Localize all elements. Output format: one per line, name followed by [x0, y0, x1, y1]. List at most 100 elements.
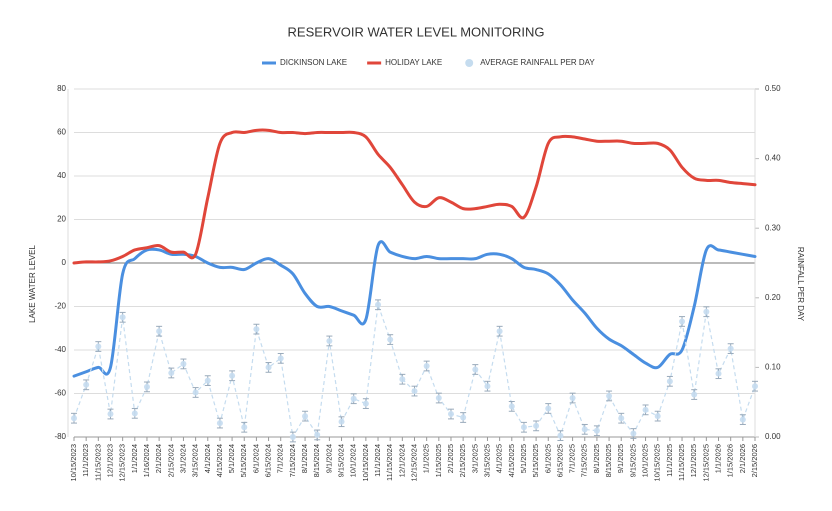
lake-line	[72, 240, 757, 378]
x-tick-label: 11/15/2023	[93, 444, 102, 481]
rainfall-point	[241, 424, 248, 431]
rainfall-point	[630, 430, 637, 437]
y2-tick-label: 0.50	[765, 84, 781, 93]
x-tick-label: 3/15/2025	[482, 444, 491, 477]
y-tick-label: -20	[54, 302, 66, 311]
x-tick-label: 4/1/2024	[203, 444, 212, 473]
chart-title: RESERVOIR WATER LEVEL MONITORING	[288, 24, 545, 39]
rainfall-point	[399, 376, 406, 383]
rainfall-point	[460, 414, 467, 421]
x-tick-label: 12/15/2025	[701, 444, 710, 482]
rainfall-point	[253, 326, 260, 333]
x-tick-label: 3/1/2024	[178, 444, 187, 473]
y-tick-label: -40	[54, 345, 66, 354]
rainfall-point	[545, 405, 552, 412]
x-tick-label: 1/1/2025	[422, 444, 431, 473]
rainfall-point	[642, 406, 649, 413]
legend-label: HOLIDAY LAKE	[385, 58, 442, 67]
rainfall-point	[727, 345, 734, 352]
x-tick-label: 8/1/2025	[592, 444, 601, 473]
rainfall-point	[375, 301, 382, 308]
y-tick-label: 40	[57, 171, 66, 180]
rainfall-point	[679, 318, 686, 325]
x-tick-label: 7/1/2025	[568, 444, 577, 473]
rainfall-point	[715, 370, 722, 377]
rainfall-line	[73, 304, 756, 439]
rainfall-point	[204, 377, 211, 384]
rainfall-point	[192, 389, 199, 396]
lake-line	[72, 128, 757, 265]
rainfall-point	[496, 328, 503, 335]
x-tick-label: 8/15/2025	[604, 444, 613, 477]
x-tick-label: 12/15/2024	[409, 444, 418, 482]
rainfall-point	[362, 400, 369, 407]
rainfall-point	[326, 337, 333, 344]
rainfall-point	[289, 434, 296, 440]
x-tick-label: 10/15/2024	[361, 444, 370, 482]
rainfall-point	[606, 392, 613, 399]
x-tick-label: 12/1/2025	[689, 444, 698, 477]
rainfall-point	[447, 411, 454, 418]
rainfall-point	[229, 372, 236, 379]
rainfall-point	[520, 424, 527, 431]
x-tick-label: 6/1/2024	[251, 444, 260, 473]
x-tick-label: 12/15/2023	[118, 444, 127, 482]
x-tick-label: 9/15/2024	[337, 444, 346, 477]
rainfall-point	[484, 383, 491, 390]
x-tick-label: 10/15/2023	[69, 444, 78, 482]
x-tick-label: 5/1/2025	[519, 444, 528, 473]
rainfall-point	[435, 395, 442, 402]
rainfall-point	[156, 328, 163, 335]
x-tick-label: 12/1/2023	[105, 444, 114, 477]
x-tick-label: 5/15/2025	[531, 444, 540, 477]
rainfall-point	[265, 364, 272, 371]
x-tick-label: 5/15/2024	[239, 444, 248, 477]
x-tick-label: 4/15/2024	[215, 444, 224, 477]
x-tick-label: 7/1/2024	[276, 444, 285, 473]
rainfall-point	[691, 391, 698, 398]
rainfall-point	[180, 360, 187, 367]
x-tick-label: 7/15/2025	[580, 444, 589, 477]
x-tick-label: 1/1/2024	[130, 444, 139, 473]
x-tick-label: 6/15/2025	[555, 444, 564, 477]
x-tick-label: 6/1/2025	[543, 444, 552, 473]
legend-swatch	[465, 59, 474, 67]
x-tick-label: 1/15/2026	[726, 444, 735, 477]
rainfall-point	[302, 413, 309, 420]
x-tick-label: 3/1/2025	[470, 444, 479, 473]
rainfall-point	[557, 432, 564, 439]
rainfall-point	[216, 420, 223, 427]
x-tick-label: 2/15/2024	[166, 444, 175, 477]
rainfall-point	[338, 418, 345, 425]
rainfall-point	[83, 381, 90, 388]
rainfall-point	[533, 422, 540, 429]
x-tick-label: 1/1/2026	[714, 444, 723, 473]
x-tick-label: 10/1/2024	[349, 444, 358, 477]
x-tick-label: 10/15/2025	[653, 444, 662, 482]
y-tick-label: 60	[57, 128, 66, 137]
rainfall-point	[423, 363, 430, 370]
rainfall-point	[666, 378, 673, 385]
y2-tick-label: 0.30	[765, 223, 781, 232]
y-tick-label: -80	[54, 432, 66, 441]
y2-tick-label: 0.20	[765, 293, 781, 302]
x-tick-label: 2/1/2025	[446, 444, 455, 473]
rainfall-point	[107, 411, 114, 418]
y2-tick-label: 0.10	[765, 363, 781, 372]
y-tick-label: 0	[62, 258, 67, 267]
x-tick-label: 10/1/2025	[641, 444, 650, 477]
x-tick-label: 4/15/2025	[507, 444, 516, 477]
rainfall-point	[618, 415, 625, 422]
x-tick-label: 12/1/2024	[397, 444, 406, 477]
y2-axis-title: RAINFALL PER DAY	[796, 247, 805, 322]
x-tick-label: 2/1/2024	[154, 444, 163, 473]
x-tick-label: 2/1/2026	[738, 444, 747, 473]
x-tick-label: 3/15/2024	[191, 444, 200, 477]
x-tick-label: 11/1/2024	[373, 444, 382, 477]
x-tick-label: 2/15/2025	[458, 444, 467, 477]
x-tick-label: 11/1/2025	[665, 444, 674, 477]
y2-tick-label: 0.00	[765, 432, 781, 441]
rainfall-point	[277, 355, 284, 362]
x-tick-label: 4/1/2025	[495, 444, 504, 473]
